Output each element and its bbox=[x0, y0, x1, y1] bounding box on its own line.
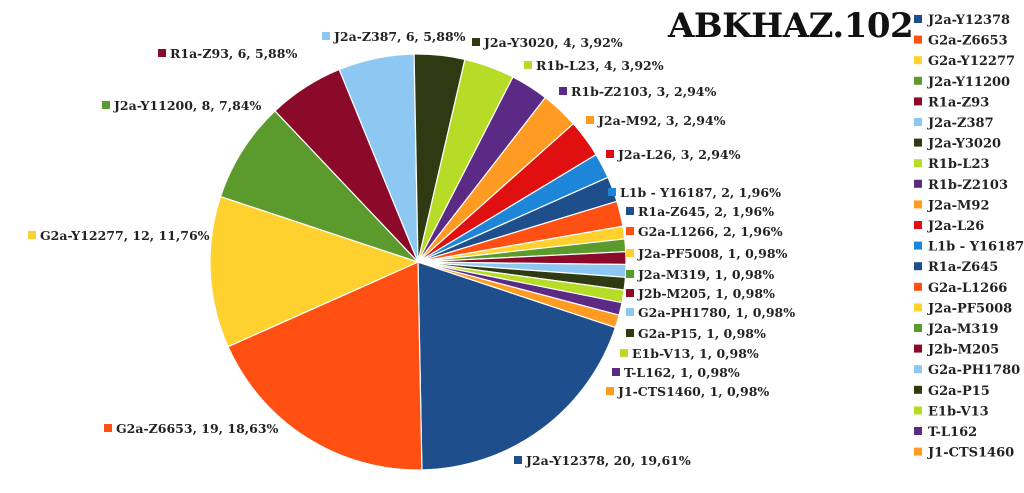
slice-label-swatch-r1b-z2103 bbox=[559, 87, 567, 95]
legend-item-j2a-z387: J2a-Z387 bbox=[927, 116, 994, 131]
legend-item-g2a-ph1780: G2a-PH1780 bbox=[928, 363, 1020, 378]
slice-label-t-l162: T-L162, 1, 0,98% bbox=[624, 365, 740, 380]
pie-slice-g2a-z6653 bbox=[227, 261, 423, 471]
slice-label-j2a-z387: J2a-Z387, 6, 5,88% bbox=[333, 29, 466, 44]
legend-item-g2a-y12277: G2a-Y12277 bbox=[928, 54, 1015, 69]
slice-label-r1a-z645: R1a-Z645, 2, 1,96% bbox=[638, 204, 774, 219]
slice-label-g2a-ph1780: G2a-PH1780, 1, 0,98% bbox=[638, 305, 795, 320]
slice-label-j1-cts1460: J1-CTS1460, 1, 0,98% bbox=[617, 384, 769, 399]
chart-title: ABKHAZ.102 bbox=[668, 6, 914, 46]
legend-item-e1b-v13: E1b-V13 bbox=[928, 404, 989, 419]
slice-label-swatch-g2a-y12277 bbox=[28, 231, 36, 239]
legend-swatch-j1-cts1460 bbox=[914, 447, 922, 456]
slice-label-swatch-g2a-p15 bbox=[626, 329, 634, 337]
slice-label-swatch-r1a-z93 bbox=[158, 49, 166, 57]
slice-label-j2a-m92: J2a-M92, 3, 2,94% bbox=[597, 113, 726, 128]
slice-label-swatch-l1b-y16187 bbox=[608, 188, 616, 196]
legend: J2a-Y12378 G2a-Z6653 G2a-Y12277 J2a-Y11200 R… bbox=[914, 13, 1024, 461]
slice-label-j2a-pf5008: J2a-PF5008, 1, 0,98% bbox=[637, 246, 788, 261]
pie-slice-j2a-y11200 bbox=[219, 110, 419, 263]
legend-swatch-l1b-y16187 bbox=[914, 241, 922, 250]
slice-label-swatch-t-l162 bbox=[612, 368, 620, 376]
slice-labels: J2a-Y12378, 20, 19,61% G2a-Z6653, 19, 18,… bbox=[28, 29, 795, 468]
legend-swatch-j2a-m319 bbox=[914, 324, 922, 332]
legend-item-t-l162: T-L162 bbox=[928, 425, 977, 440]
slice-label-j2a-y11200: J2a-Y11200, 8, 7,84% bbox=[113, 98, 261, 113]
slice-label-r1b-l23: R1b-L23, 4, 3,92% bbox=[536, 58, 664, 73]
slice-label-swatch-j2a-m319 bbox=[626, 270, 634, 278]
slice-label-g2a-y12277: G2a-Y12277, 12, 11,76% bbox=[40, 228, 210, 243]
legend-item-j2a-m92: J2a-M92 bbox=[927, 198, 990, 213]
legend-swatch-g2a-l1266 bbox=[914, 282, 922, 291]
slice-label-swatch-j2a-y12378 bbox=[514, 456, 522, 464]
legend-item-r1b-z2103: R1b-Z2103 bbox=[928, 178, 1008, 193]
slice-label-swatch-j2a-z387 bbox=[322, 32, 330, 40]
slice-label-swatch-j2a-l26 bbox=[606, 150, 614, 158]
slice-label-j2a-l26: J2a-L26, 3, 2,94% bbox=[617, 147, 741, 162]
slice-label-swatch-j2a-y11200 bbox=[102, 101, 110, 109]
legend-item-g2a-p15: G2a-P15 bbox=[928, 384, 990, 399]
slice-label-j2b-m205: J2b-M205, 1, 0,98% bbox=[637, 286, 775, 301]
legend-swatch-j2a-pf5008 bbox=[914, 303, 922, 312]
legend-item-j1-cts1460: J1-CTS1460 bbox=[927, 446, 1014, 461]
legend-item-j2a-y11200: J2a-Y11200 bbox=[927, 75, 1010, 90]
legend-swatch-r1a-z645 bbox=[914, 262, 922, 271]
slice-label-l1b-y16187: L1b - Y16187, 2, 1,96% bbox=[620, 185, 781, 200]
legend-item-j2a-y12378: J2a-Y12378 bbox=[927, 13, 1010, 28]
legend-item-j2a-l26: J2a-L26 bbox=[927, 219, 984, 234]
slice-label-swatch-j2a-pf5008 bbox=[626, 249, 634, 257]
slice-label-r1a-z93: R1a-Z93, 6, 5,88% bbox=[170, 46, 297, 61]
pie-slice-g2a-y12277 bbox=[209, 195, 420, 348]
slice-label-swatch-r1a-z645 bbox=[626, 207, 634, 215]
legend-item-r1b-l23: R1b-L23 bbox=[928, 157, 990, 172]
legend-item-j2a-y3020: J2a-Y3020 bbox=[927, 137, 1001, 152]
legend-swatch-j2a-y3020 bbox=[914, 138, 922, 147]
legend-swatch-j2a-l26 bbox=[914, 221, 922, 229]
pie-slice-j1-cts1460 bbox=[417, 261, 620, 329]
slice-label-swatch-j2a-m92 bbox=[586, 116, 594, 124]
legend-swatch-r1a-z93 bbox=[914, 97, 922, 106]
legend-swatch-r1b-z2103 bbox=[914, 179, 922, 188]
legend-swatch-t-l162 bbox=[914, 427, 922, 435]
pie-slice-j2a-y12378 bbox=[417, 261, 617, 471]
slice-label-swatch-g2a-ph1780 bbox=[626, 308, 634, 316]
legend-item-j2b-m205: J2b-M205 bbox=[927, 343, 999, 358]
slice-label-j2a-y12378: J2a-Y12378, 20, 19,61% bbox=[525, 453, 691, 468]
legend-item-j2a-m319: J2a-M319 bbox=[927, 322, 999, 337]
slice-label-swatch-r1b-l23 bbox=[524, 61, 532, 69]
legend-swatch-g2a-y12277 bbox=[914, 56, 922, 65]
legend-swatch-j2a-z387 bbox=[914, 118, 922, 126]
legend-swatch-j2a-y12378 bbox=[914, 15, 922, 23]
legend-item-r1a-z645: R1a-Z645 bbox=[928, 260, 998, 275]
legend-swatch-r1b-l23 bbox=[914, 159, 922, 168]
legend-swatch-g2a-ph1780 bbox=[914, 365, 922, 374]
slice-label-g2a-p15: G2a-P15, 1, 0,98% bbox=[638, 326, 766, 341]
legend-swatch-e1b-v13 bbox=[914, 406, 922, 415]
legend-swatch-j2b-m205 bbox=[914, 344, 922, 353]
slice-label-swatch-j2a-y3020 bbox=[472, 38, 480, 46]
legend-swatch-j2a-m92 bbox=[914, 200, 922, 209]
legend-swatch-g2a-p15 bbox=[914, 385, 922, 394]
slice-label-swatch-e1b-v13 bbox=[620, 349, 628, 357]
legend-item-r1a-z93: R1a-Z93 bbox=[928, 95, 989, 110]
slice-label-swatch-j2b-m205 bbox=[626, 289, 634, 297]
pie-slices bbox=[209, 53, 627, 471]
slice-label-r1b-z2103: R1b-Z2103, 3, 2,94% bbox=[571, 84, 716, 99]
slice-label-j2a-y3020: J2a-Y3020, 4, 3,92% bbox=[483, 35, 623, 50]
legend-swatch-j2a-y11200 bbox=[914, 76, 922, 85]
slice-label-swatch-j1-cts1460 bbox=[606, 387, 614, 395]
legend-swatch-g2a-z6653 bbox=[914, 35, 922, 44]
legend-item-l1b-y16187: L1b - Y16187 bbox=[928, 240, 1024, 255]
legend-item-j2a-pf5008: J2a-PF5008 bbox=[927, 301, 1012, 316]
legend-item-g2a-l1266: G2a-L1266 bbox=[928, 281, 1007, 296]
slice-label-e1b-v13: E1b-V13, 1, 0,98% bbox=[632, 346, 759, 361]
slice-label-swatch-g2a-z6653 bbox=[104, 424, 112, 432]
slice-label-g2a-z6653: G2a-Z6653, 19, 18,63% bbox=[116, 421, 279, 436]
slice-label-g2a-l1266: G2a-L1266, 2, 1,96% bbox=[638, 224, 783, 239]
slice-label-j2a-m319: J2a-M319, 1, 0,98% bbox=[637, 267, 774, 282]
legend-item-g2a-z6653: G2a-Z6653 bbox=[928, 34, 1008, 49]
slice-label-swatch-g2a-l1266 bbox=[626, 227, 634, 235]
